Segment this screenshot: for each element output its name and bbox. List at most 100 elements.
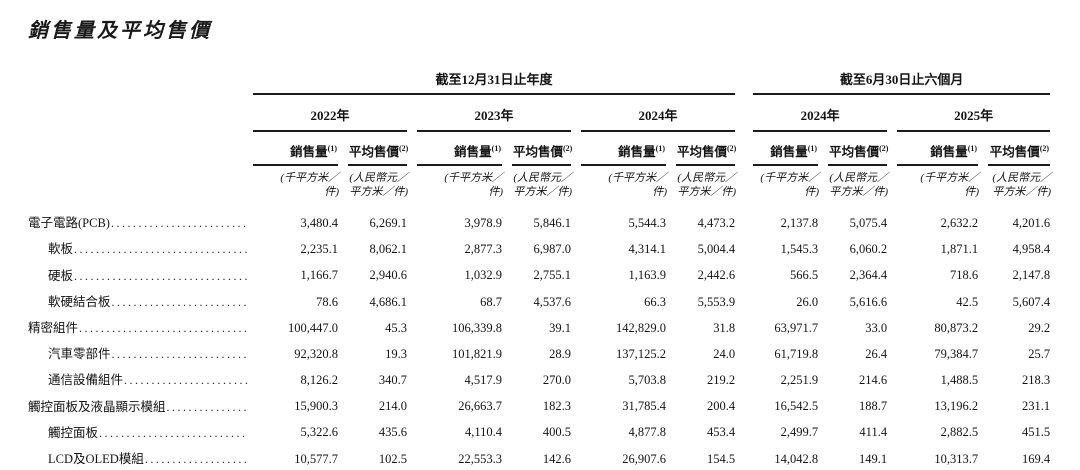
value-cell: 2,755.1 [533, 268, 572, 283]
value-cell: 400.5 [542, 425, 571, 440]
value-cell: 2,251.9 [780, 373, 819, 388]
value-cell: 15,900.3 [294, 399, 338, 414]
value-cell: 5,607.4 [1012, 294, 1051, 309]
dot-leader [98, 426, 248, 441]
period-group-row: 截至12月31日止年度 截至6月30日止六個月 [28, 69, 1055, 95]
group-spacer [740, 209, 748, 235]
dot-leader [73, 242, 248, 257]
row-label: 軟硬結合板 [28, 287, 248, 313]
value-cell: 137,125.2 [616, 346, 666, 361]
value-cell: 79,384.7 [934, 346, 979, 361]
value-cell: 2,877.3 [464, 242, 503, 257]
value-cell: 2,882.5 [940, 425, 979, 440]
value-cell: 22,553.3 [458, 451, 502, 466]
page-title: 銷售量及平均售價 [28, 20, 212, 42]
units-row: (千平方米／ 件) (人民幣元／ 平方米／件) (千平方米／ 件) (人民幣元／ 平方米… [28, 166, 1055, 209]
sales-volume-header: 銷售量(1) [892, 132, 983, 166]
sales-volume-header: 銷售量(1) [748, 132, 823, 166]
period-group-annual: 截至12月31日止年度 [248, 69, 740, 95]
value-cell: 1,032.9 [464, 268, 503, 283]
value-cell: 45.3 [385, 320, 407, 335]
value-cell: 2,442.6 [697, 268, 736, 283]
value-cell: 4,537.6 [533, 294, 572, 309]
group-spacer [740, 166, 748, 209]
table-row: 通信設備組件 8,126.2 340.7 4,517.9 270.0 5,703.8 219… [28, 366, 1055, 392]
value-cell: 33.0 [865, 320, 888, 335]
group-spacer [740, 95, 748, 132]
value-cell: 4,877.8 [628, 425, 667, 440]
dot-leader [111, 295, 248, 310]
value-cell: 451.5 [1021, 425, 1051, 440]
value-cell: 453.4 [706, 425, 736, 440]
row-label: 硬板 [28, 261, 248, 287]
value-cell: 435.6 [378, 425, 407, 440]
group-spacer [740, 444, 748, 470]
row-label: LCD及OLED模組 [28, 444, 248, 470]
value-cell: 28.9 [549, 346, 571, 361]
value-cell: 1,545.3 [780, 242, 819, 257]
avg-price-header: 平均售價(2) [823, 132, 892, 166]
value-cell: 24.0 [713, 346, 736, 361]
group-spacer [740, 132, 748, 166]
value-cell: 142.6 [542, 451, 571, 466]
group-spacer [740, 235, 748, 261]
table-row: 軟板 2,235.1 8,062.1 2,877.3 6,987.0 4,314.1 5,0… [28, 235, 1055, 261]
sales-volume-header: 銷售量(1) [412, 132, 507, 166]
value-cell: 214.6 [858, 373, 888, 388]
group-spacer [740, 69, 748, 95]
sales-unit: (千平方米／ 件) [920, 172, 980, 199]
value-cell: 8,126.2 [300, 373, 339, 388]
value-cell: 3,480.4 [300, 215, 339, 230]
avg-price-header: 平均售價(2) [507, 132, 576, 166]
sales-volume-header: 銷售量(1) [248, 132, 343, 166]
value-cell: 411.4 [859, 425, 888, 440]
value-cell: 2,364.4 [849, 268, 888, 283]
value-cell: 154.5 [706, 451, 736, 466]
table-row: 觸控面板 5,322.6 435.6 4,110.4 400.5 4,877.8 453.4… [28, 418, 1055, 444]
table-body: 電子電路(PCB) 3,480.4 6,269.1 3,978.9 5,846.1 5,5… [28, 209, 1055, 470]
value-cell: 4,110.4 [464, 425, 502, 440]
period-group-annual-label: 截至12月31日止年度 [253, 69, 736, 95]
year-2022: 2022年 [248, 95, 412, 132]
value-cell: 106,339.8 [452, 320, 502, 335]
value-cell: 4,201.6 [1012, 215, 1051, 230]
table-row: 汽車零部件 92,320.8 19.3 101,821.9 28.9 137,125.2 2… [28, 340, 1055, 366]
year-2025-interim: 2025年 [892, 95, 1055, 132]
value-cell: 19.3 [385, 346, 407, 361]
footnote-ref: (2) [727, 143, 737, 153]
value-cell: 100,447.0 [288, 320, 338, 335]
value-cell: 66.3 [644, 294, 666, 309]
sales-unit: (千平方米／ 件) [280, 172, 339, 199]
group-spacer [740, 392, 748, 418]
value-cell: 2,940.6 [369, 268, 408, 283]
sales-unit: (千平方米／ 件) [608, 172, 667, 199]
footnote-ref: (1) [807, 143, 818, 153]
value-cell: 6,987.0 [533, 242, 572, 257]
period-group-interim: 截至6月30日止六個月 [748, 69, 1055, 95]
dot-leader [111, 347, 248, 362]
value-cell: 3,978.9 [464, 215, 503, 230]
value-cell: 214.0 [378, 399, 407, 414]
value-cell: 26.4 [865, 346, 888, 361]
value-cell: 566.5 [789, 268, 819, 283]
value-cell: 149.1 [858, 451, 888, 466]
row-label: 觸控面板 [28, 418, 248, 444]
value-cell: 5,616.6 [849, 294, 888, 309]
value-cell: 2,147.8 [1012, 268, 1051, 283]
value-cell: 4,686.1 [369, 294, 408, 309]
footnote-ref: (2) [879, 143, 889, 153]
value-cell: 92,320.8 [294, 346, 338, 361]
value-cell: 8,062.1 [369, 242, 408, 257]
value-cell: 6,060.2 [849, 242, 888, 257]
value-cell: 2,137.8 [780, 215, 819, 230]
value-cell: 78.6 [316, 294, 338, 309]
value-cell: 219.2 [706, 373, 736, 388]
dot-leader [78, 321, 248, 336]
value-cell: 2,632.2 [940, 215, 979, 230]
dot-leader [166, 400, 248, 415]
row-label: 軟板 [28, 235, 248, 261]
value-cell: 29.2 [1028, 320, 1051, 335]
period-group-interim-label: 截至6月30日止六個月 [753, 69, 1051, 95]
value-cell: 26,663.7 [458, 399, 502, 414]
value-cell: 5,544.3 [628, 215, 667, 230]
